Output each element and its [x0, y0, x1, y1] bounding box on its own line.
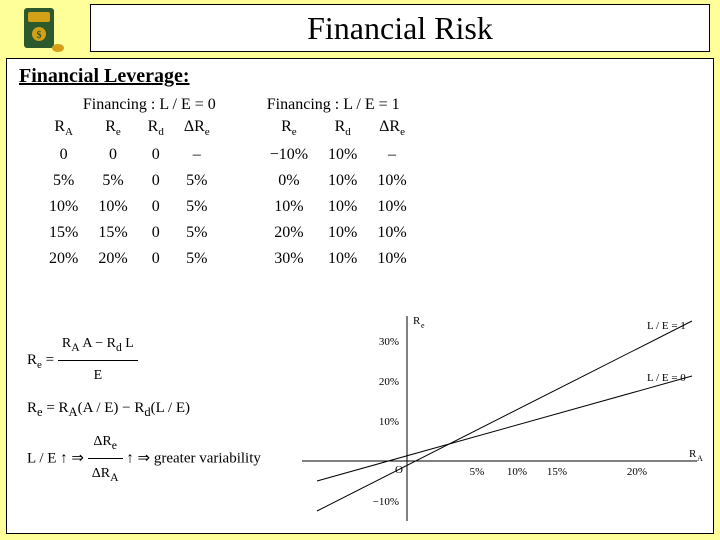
- formula-2: Re = RA(A / E) − Rd(L / E): [27, 392, 261, 427]
- svg-text:15%: 15%: [547, 466, 567, 478]
- svg-text:10%: 10%: [507, 466, 527, 478]
- svg-text:−10%: −10%: [373, 496, 399, 508]
- svg-text:A: A: [697, 454, 703, 463]
- svg-text:$: $: [37, 30, 42, 41]
- svg-text:20%: 20%: [627, 466, 647, 478]
- table-right-heading: Financing : L / E = 1: [250, 96, 417, 114]
- svg-text:e: e: [421, 321, 425, 330]
- subtitle: Financial Leverage:: [19, 65, 701, 88]
- page-title: Financial Risk: [90, 4, 710, 52]
- svg-text:L / E = 1: L / E = 1: [647, 320, 686, 332]
- formula-1: Re = RA A − Rd LE: [27, 329, 261, 392]
- table-left: RAReRdΔRe000–5%5%05%10%10%05%15%15%05%20…: [39, 114, 220, 272]
- svg-text:10%: 10%: [379, 416, 399, 428]
- table-right: ReRdΔRe−10%10%–0%10%10%10%10%10%20%10%10…: [260, 114, 417, 272]
- svg-text:20%: 20%: [379, 376, 399, 388]
- svg-text:30%: 30%: [379, 336, 399, 348]
- formulas-block: Re = RA A − Rd LE Re = RA(A / E) − Rd(L …: [27, 329, 261, 491]
- svg-text:L / E = 0: L / E = 0: [647, 372, 686, 384]
- table-left-heading: Financing : L / E = 0: [79, 96, 220, 114]
- tables-row: Financing : L / E = 0 RAReRdΔRe000–5%5%0…: [19, 96, 701, 272]
- svg-text:R: R: [413, 315, 421, 327]
- formula-3: L / E ↑ ⇒ ΔReΔRA ↑ ⇒ greater variability: [27, 427, 261, 491]
- money-bag-icon: $: [18, 6, 66, 54]
- svg-text:5%: 5%: [470, 466, 485, 478]
- content-panel: Financial Leverage: Financing : L / E = …: [6, 58, 714, 534]
- table-left-wrap: Financing : L / E = 0 RAReRdΔRe000–5%5%0…: [19, 96, 220, 272]
- leverage-chart: ReRAO30%20%10%−10%5%10%15%20%L / E = 1L …: [297, 311, 707, 531]
- svg-text:R: R: [689, 448, 697, 460]
- table-right-wrap: Financing : L / E = 1 ReRdΔRe−10%10%–0%1…: [220, 96, 417, 272]
